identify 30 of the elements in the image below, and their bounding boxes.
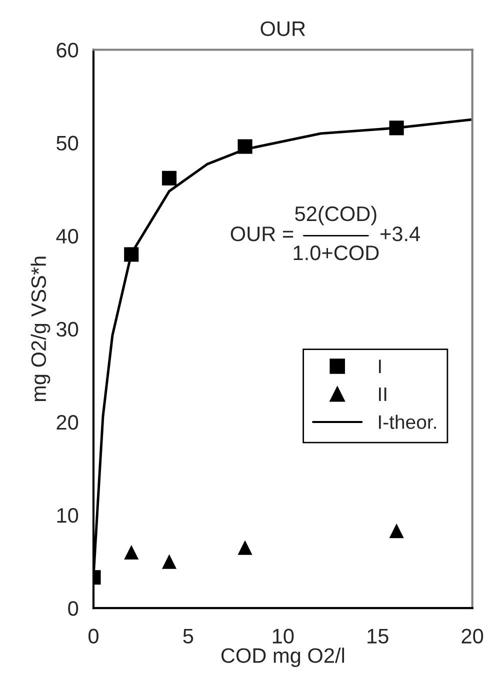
- point: [238, 139, 252, 154]
- y-tick-label: 20: [56, 414, 78, 430]
- chart-title: OUR: [260, 21, 306, 36]
- legend-label: I-theor.: [378, 414, 436, 429]
- y-tick-label: 0: [68, 601, 78, 616]
- y-tick-label: 30: [56, 322, 78, 337]
- x-tick-label: 10: [272, 628, 294, 644]
- legend-label: II: [378, 388, 386, 401]
- x-tick-label: 5: [183, 628, 194, 644]
- x-tick-label: 15: [368, 628, 388, 644]
- x-axis-title: COD mg O2/l: [221, 648, 344, 668]
- y-tick-label: 10: [57, 508, 78, 523]
- annotation: 1.0+COD: [294, 246, 379, 260]
- y-tick-label: 40: [56, 228, 78, 244]
- annotation: 52(COD): [295, 206, 376, 226]
- point: [162, 554, 177, 569]
- point: [124, 247, 139, 262]
- y-tick-label: 50: [56, 136, 78, 151]
- y-tick-label: 60: [56, 42, 78, 58]
- point: [389, 120, 404, 136]
- annotation: +3.4: [380, 226, 420, 242]
- legend-label: I: [378, 360, 381, 374]
- point: [238, 540, 252, 555]
- point: [389, 524, 404, 538]
- x-tick-label: 0: [88, 628, 98, 644]
- y-axis-title: mg O2/g VSS*h: [30, 256, 50, 402]
- point: [124, 544, 139, 560]
- point: [162, 170, 177, 186]
- x-tick-label: 20: [462, 628, 484, 644]
- annotation: OUR =: [230, 226, 294, 242]
